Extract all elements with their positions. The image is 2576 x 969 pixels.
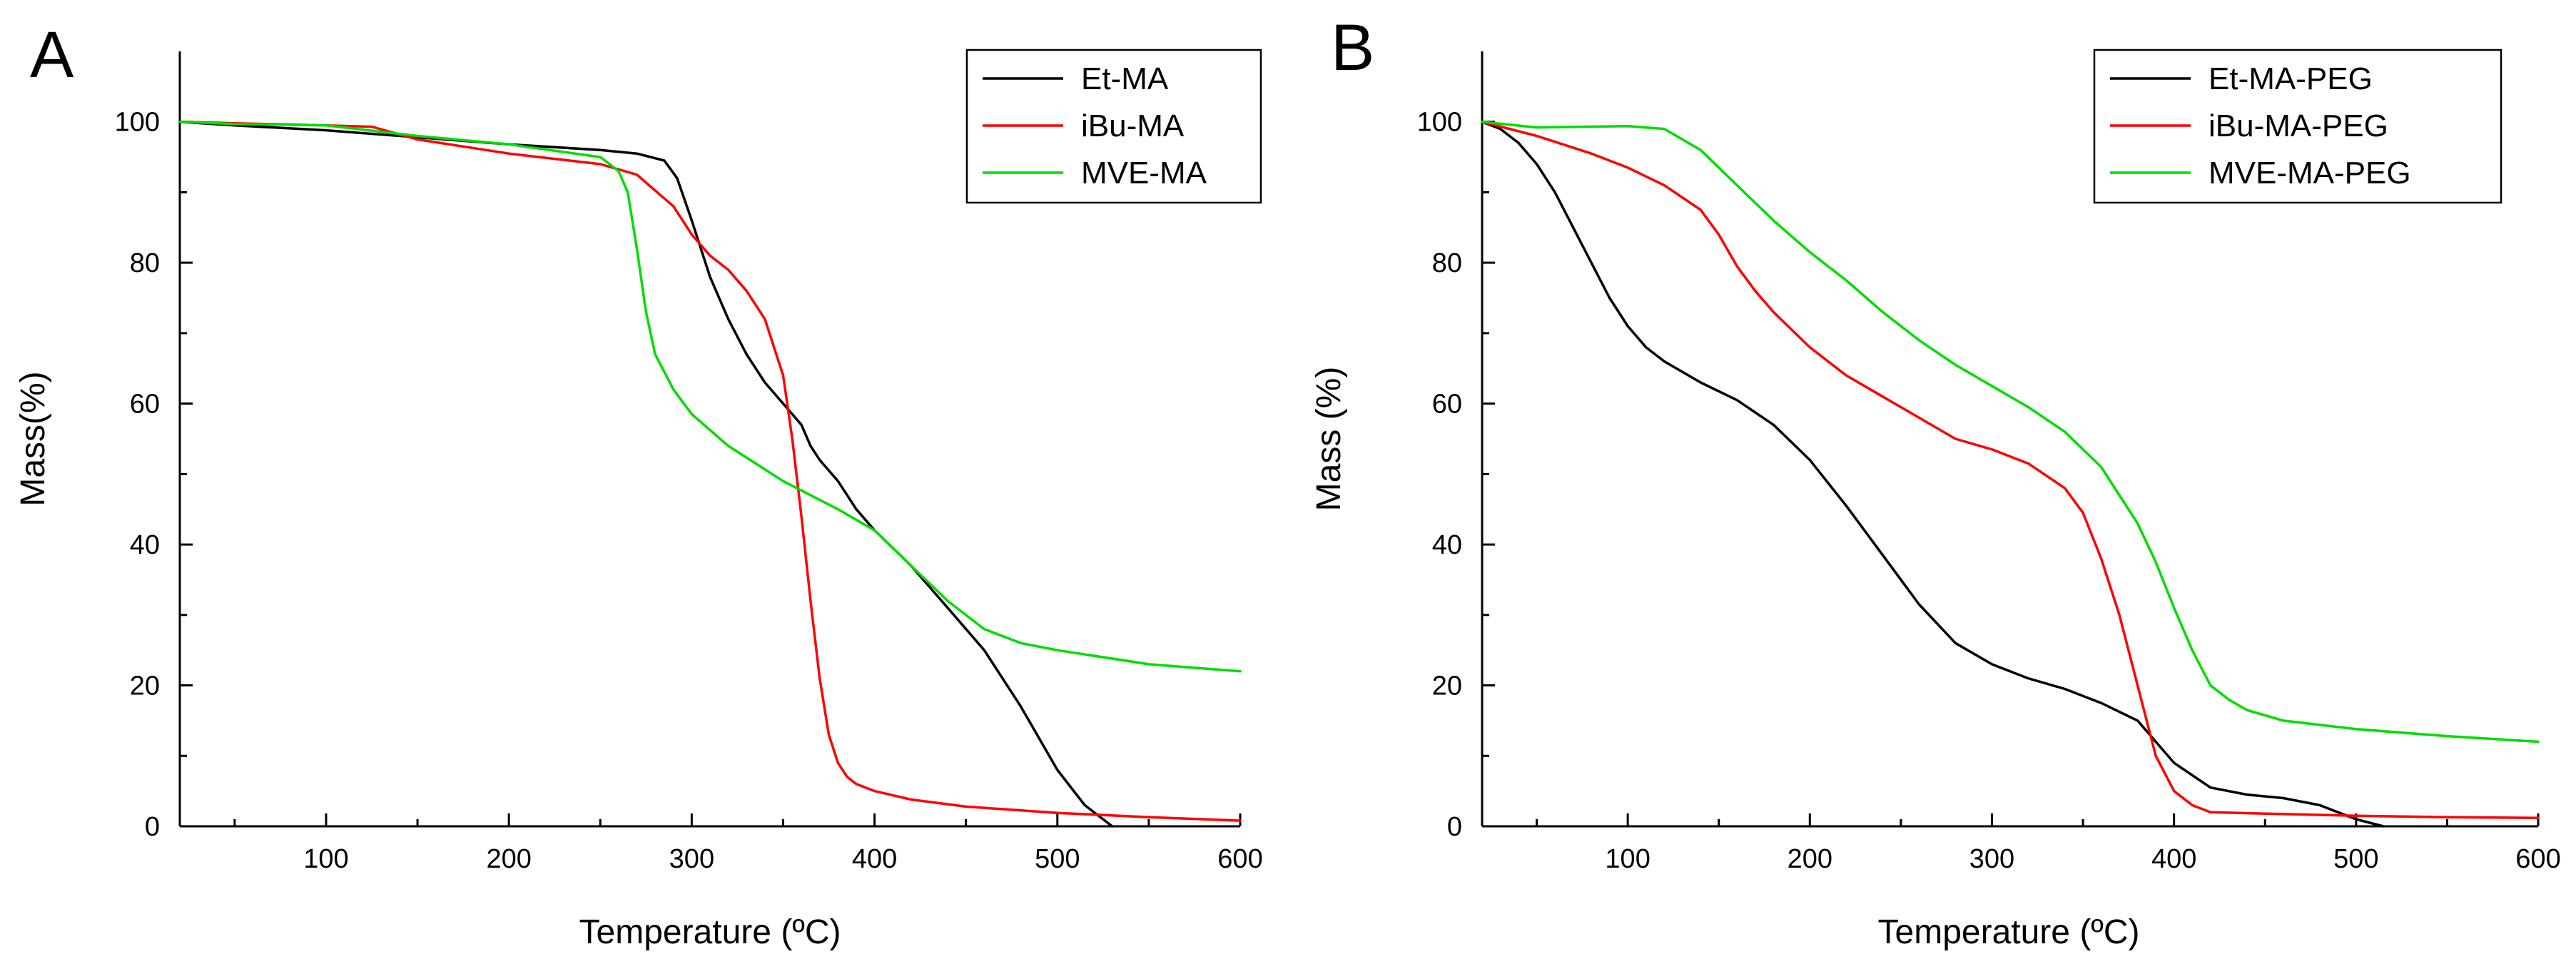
chart-b-x-tick-label-600: 600: [2515, 844, 2560, 874]
chart-a-y-tick-label-100: 100: [115, 108, 160, 138]
chart-a-legend: Et-MA iBu-MA MVE-MA: [965, 49, 1262, 204]
chart-a-y-axis-title: Mass(%): [14, 371, 52, 506]
chart-b-x-axis-title: Temperature (ºC): [1878, 913, 2140, 951]
chart-a-y-tick-label-60: 60: [130, 390, 160, 420]
chart-a-y-tick-label-80: 80: [130, 248, 160, 278]
chart-a-legend-label-et-ma: Et-MA: [1081, 61, 1169, 96]
chart-b-series-et-ma-peg: [1481, 120, 2385, 828]
chart-b-y-axis-title: Mass (%): [1310, 367, 1348, 512]
chart-b-series-ibu-ma-peg: [1481, 120, 2540, 819]
chart-a-legend-label-mve-ma: MVE-MA: [1081, 156, 1207, 191]
panel-letter-a: A: [30, 19, 74, 91]
chart-b-legend-label-et-ma-peg: Et-MA-PEG: [2209, 61, 2373, 96]
chart-b-y-tick-label-60: 60: [1432, 390, 1462, 420]
chart-a-series-ibu-ma: [178, 120, 1242, 822]
chart-b-series-mve-ma-peg: [1481, 120, 2540, 744]
chart-b-x-tick-label-300: 300: [1969, 844, 2014, 874]
chart-a-x-axis-title: Temperature (ºC): [579, 913, 841, 951]
chart-a-x-tick-label-100: 100: [303, 844, 348, 874]
chart-b: 100 200 300 400 500 600 0 20 40 60 80 100 Temperatur…: [1310, 49, 2561, 951]
chart-a-x-tick-label-600: 600: [1217, 844, 1262, 874]
chart-b-y-tick-label-0: 0: [1447, 812, 1462, 842]
chart-b-legend: Et-MA-PEG iBu-MA-PEG MVE-MA-PEG: [2093, 49, 2503, 204]
chart-a-legend-label-ibu-ma: iBu-MA: [1081, 108, 1185, 143]
chart-b-x-tick-label-400: 400: [2151, 844, 2196, 874]
chart-b-y-tick-label-80: 80: [1432, 248, 1462, 278]
chart-b-x-tick-label-100: 100: [1605, 844, 1650, 874]
chart-a-x-tick-label-300: 300: [669, 844, 714, 874]
chart-a-x-tick-label-400: 400: [852, 844, 897, 874]
chart-a-y-tick-label-40: 40: [130, 530, 160, 560]
chart-b-x-tick-label-500: 500: [2333, 844, 2378, 874]
chart-a-x-tick-label-500: 500: [1035, 844, 1080, 874]
chart-b-legend-label-ibu-ma-peg: iBu-MA-PEG: [2209, 108, 2388, 143]
chart-b-x-tick-label-200: 200: [1788, 844, 1832, 874]
chart-a-y-tick-label-20: 20: [130, 671, 160, 701]
chart-a-y-tick-label-0: 0: [145, 812, 160, 842]
chart-a-series-et-ma: [178, 120, 1114, 828]
chart-b-legend-label-mve-ma-peg: MVE-MA-PEG: [2209, 156, 2411, 191]
chart-a-x-tick-label-200: 200: [486, 844, 531, 874]
panel-letter-b: B: [1331, 11, 1374, 84]
chart-a: 100 200 300 400 500 600 0 20 40 60 80 100 Temperatur…: [14, 49, 1263, 951]
chart-a-series-mve-ma: [178, 120, 1242, 673]
chart-b-y-tick-label-100: 100: [1417, 108, 1462, 138]
chart-b-y-tick-label-20: 20: [1432, 671, 1462, 701]
chart-b-y-tick-label-40: 40: [1432, 530, 1462, 560]
